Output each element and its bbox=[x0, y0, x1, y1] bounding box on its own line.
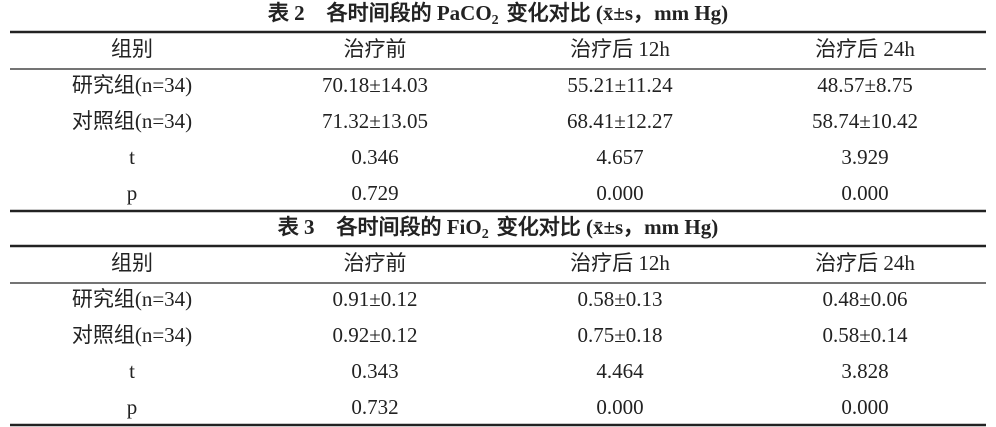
table-cell: t bbox=[129, 145, 135, 169]
header-cell: 治疗前 bbox=[344, 251, 407, 275]
header-cell: 组别 bbox=[111, 251, 153, 275]
table-cell: 3.828 bbox=[841, 359, 888, 383]
table-cell: 0.343 bbox=[351, 359, 398, 383]
title-subscript: 2 bbox=[492, 13, 499, 28]
table-cell: t bbox=[129, 359, 135, 383]
table-cell: 0.000 bbox=[841, 395, 888, 419]
table-cell: 70.18±14.03 bbox=[322, 73, 428, 97]
table-cell: 71.32±13.05 bbox=[322, 109, 428, 133]
table-cell: 研究组(n=34) bbox=[72, 73, 192, 97]
table-cell: 0.58±0.13 bbox=[577, 287, 662, 311]
header-cell: 治疗后 24h bbox=[815, 251, 915, 275]
table-cell: 0.732 bbox=[351, 395, 398, 419]
table-cell: p bbox=[127, 395, 138, 419]
table-cell: 0.000 bbox=[596, 181, 643, 205]
table-cell: 55.21±11.24 bbox=[567, 73, 673, 97]
table-cell: 0.48±0.06 bbox=[822, 287, 907, 311]
table-cell: 0.91±0.12 bbox=[332, 287, 417, 311]
table-label: 表 2 bbox=[268, 1, 305, 25]
header-cell: 治疗前 bbox=[344, 37, 407, 61]
table-label: 表 3 bbox=[278, 215, 315, 239]
title-text: 各时间段的 FiO bbox=[335, 215, 481, 239]
header-cell: 治疗后 12h bbox=[570, 37, 670, 61]
table-cell: p bbox=[127, 181, 138, 205]
table-cell: 0.000 bbox=[841, 181, 888, 205]
title-text: 各时间段的 PaCO bbox=[326, 1, 492, 25]
title-subscript: 2 bbox=[482, 227, 489, 242]
table-cell: 对照组(n=34) bbox=[72, 109, 192, 133]
table-cell: 0.75±0.18 bbox=[577, 323, 662, 347]
table-cell: 3.929 bbox=[841, 145, 888, 169]
title-suffix: 变化对比 (x̄±s，mm Hg) bbox=[497, 215, 719, 239]
table-cell: 4.464 bbox=[596, 359, 644, 383]
table-cell: 48.57±8.75 bbox=[817, 73, 913, 97]
table-cell: 0.346 bbox=[351, 145, 398, 169]
table-cell: 对照组(n=34) bbox=[72, 323, 192, 347]
table-cell: 0.000 bbox=[596, 395, 643, 419]
header-cell: 治疗后 24h bbox=[815, 37, 915, 61]
header-cell: 治疗后 12h bbox=[570, 251, 670, 275]
table-cell: 68.41±12.27 bbox=[567, 109, 673, 133]
table-cell: 0.58±0.14 bbox=[822, 323, 908, 347]
title-suffix: 变化对比 (x̄±s，mm Hg) bbox=[507, 1, 729, 25]
table-cell: 0.729 bbox=[351, 181, 398, 205]
header-cell: 组别 bbox=[111, 37, 153, 61]
table-cell: 4.657 bbox=[596, 145, 643, 169]
table-cell: 研究组(n=34) bbox=[72, 287, 192, 311]
table-title: 表 2 各时间段的 PaCO2 变化对比 (x̄±s，mm Hg) bbox=[268, 1, 728, 28]
table-cell: 58.74±10.42 bbox=[812, 109, 918, 133]
table-title: 表 3 各时间段的 FiO2 变化对比 (x̄±s，mm Hg) bbox=[278, 215, 719, 242]
table-cell: 0.92±0.12 bbox=[332, 323, 417, 347]
